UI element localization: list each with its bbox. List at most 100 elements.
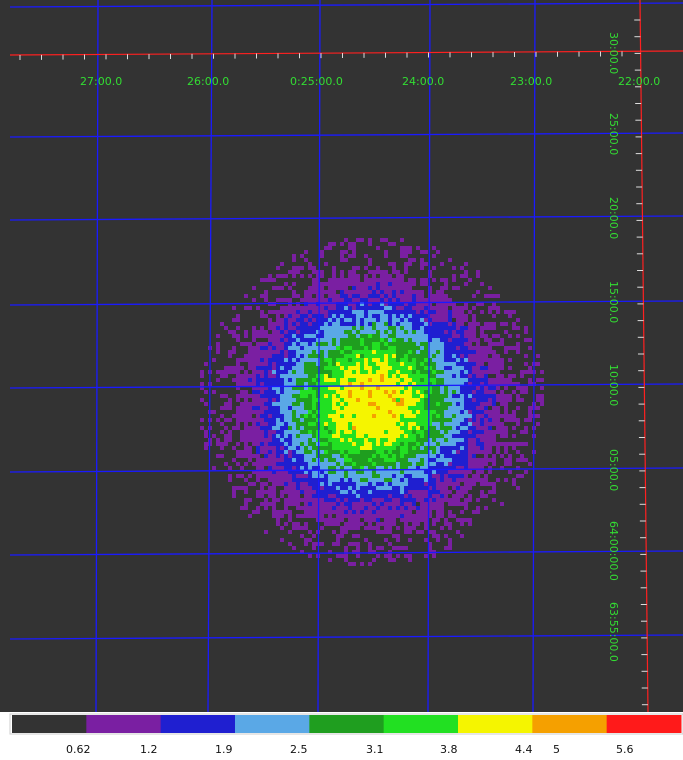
emission-pixel [436, 498, 440, 502]
emission-pixel [304, 370, 308, 374]
emission-pixel [304, 478, 308, 482]
emission-pixel [452, 302, 456, 306]
emission-pixel [300, 498, 304, 502]
emission-pixel [304, 302, 308, 306]
emission-pixel [524, 390, 528, 394]
emission-pixel [444, 470, 448, 474]
emission-pixel [284, 398, 288, 402]
emission-pixel [360, 366, 364, 370]
emission-pixel [260, 382, 264, 386]
emission-pixel [260, 410, 264, 414]
emission-pixel [360, 318, 364, 322]
emission-pixel [380, 390, 384, 394]
emission-pixel [492, 454, 496, 458]
emission-pixel [444, 478, 448, 482]
emission-pixel [384, 454, 388, 458]
emission-pixel [428, 426, 432, 430]
emission-pixel [400, 362, 404, 366]
emission-pixel [364, 322, 368, 326]
emission-pixel [360, 510, 364, 514]
emission-pixel [228, 354, 232, 358]
emission-pixel [312, 490, 316, 494]
emission-pixel [380, 374, 384, 378]
emission-pixel [272, 458, 276, 462]
emission-pixel [252, 334, 256, 338]
emission-pixel [332, 358, 336, 362]
emission-pixel [448, 398, 452, 402]
emission-pixel [284, 354, 288, 358]
emission-pixel [420, 430, 424, 434]
emission-pixel [472, 450, 476, 454]
emission-pixel [460, 462, 464, 466]
emission-pixel [320, 422, 324, 426]
emission-pixel [352, 326, 356, 330]
emission-pixel [316, 362, 320, 366]
emission-pixel [220, 414, 224, 418]
emission-pixel [452, 362, 456, 366]
emission-pixel [524, 430, 528, 434]
emission-pixel [384, 554, 388, 558]
emission-pixel [288, 398, 292, 402]
emission-pixel [260, 430, 264, 434]
emission-pixel [368, 302, 372, 306]
emission-pixel [284, 326, 288, 330]
emission-pixel [468, 446, 472, 450]
emission-pixel [416, 482, 420, 486]
emission-pixel [476, 338, 480, 342]
emission-pixel [276, 354, 280, 358]
emission-pixel [456, 362, 460, 366]
emission-pixel [228, 434, 232, 438]
emission-pixel [384, 466, 388, 470]
emission-pixel [344, 414, 348, 418]
emission-pixel [420, 406, 424, 410]
emission-pixel [388, 478, 392, 482]
emission-pixel [268, 426, 272, 430]
emission-pixel [392, 462, 396, 466]
emission-pixel [448, 450, 452, 454]
emission-pixel [272, 486, 276, 490]
emission-pixel [280, 538, 284, 542]
emission-pixel [252, 346, 256, 350]
emission-pixel [428, 482, 432, 486]
emission-pixel [340, 258, 344, 262]
emission-pixel [280, 526, 284, 530]
emission-pixel [304, 454, 308, 458]
emission-pixel [428, 354, 432, 358]
emission-pixel [256, 410, 260, 414]
emission-pixel [272, 374, 276, 378]
emission-pixel [420, 446, 424, 450]
emission-pixel [488, 490, 492, 494]
emission-pixel [252, 398, 256, 402]
emission-pixel [344, 378, 348, 382]
emission-pixel [344, 362, 348, 366]
emission-pixel [372, 310, 376, 314]
emission-pixel [508, 442, 512, 446]
emission-pixel [348, 526, 352, 530]
emission-pixel [452, 474, 456, 478]
emission-pixel [304, 374, 308, 378]
emission-pixel [508, 414, 512, 418]
emission-pixel [364, 426, 368, 430]
emission-pixel [332, 430, 336, 434]
emission-pixel [368, 474, 372, 478]
emission-pixel [268, 478, 272, 482]
emission-pixel [376, 458, 380, 462]
emission-pixel [264, 298, 268, 302]
emission-pixel [340, 458, 344, 462]
emission-pixel [476, 430, 480, 434]
emission-pixel [308, 314, 312, 318]
emission-pixel [464, 382, 468, 386]
emission-pixel [368, 502, 372, 506]
grid-line-dec [9, 132, 683, 138]
emission-pixel [316, 310, 320, 314]
emission-pixel [352, 366, 356, 370]
emission-pixel [396, 466, 400, 470]
emission-pixel [428, 530, 432, 534]
emission-pixel [328, 438, 332, 442]
emission-pixel [372, 438, 376, 442]
emission-pixel [428, 510, 432, 514]
emission-pixel [376, 474, 380, 478]
emission-pixel [412, 378, 416, 382]
emission-pixel [520, 442, 524, 446]
emission-pixel [204, 442, 208, 446]
